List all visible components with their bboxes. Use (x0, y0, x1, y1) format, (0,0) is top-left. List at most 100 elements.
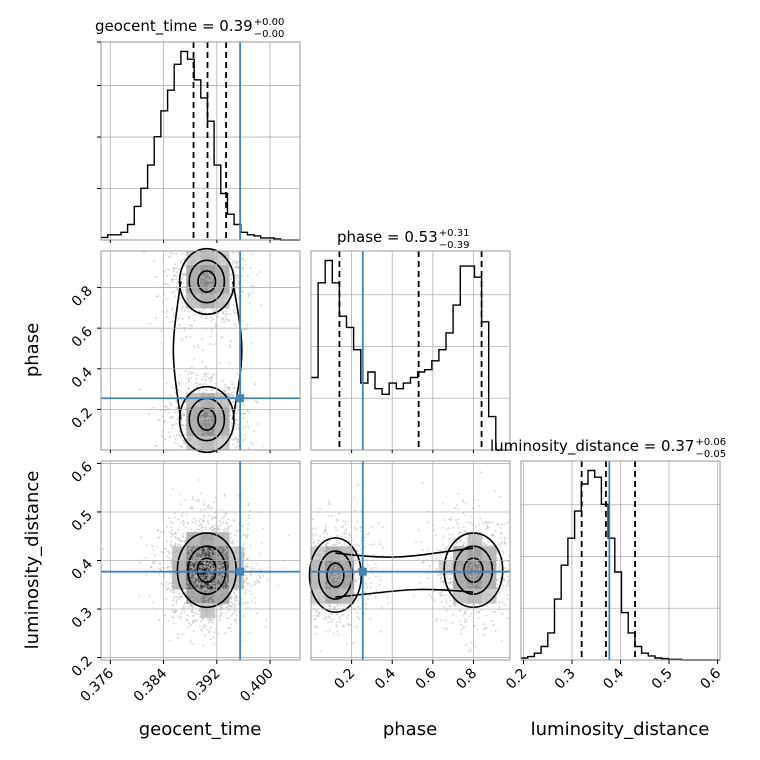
scatter-point (253, 567, 256, 570)
scatter-point (164, 585, 167, 587)
scatter-point (180, 596, 183, 599)
scatter-point (190, 585, 193, 588)
scatter-point (336, 518, 339, 521)
scatter-point (478, 617, 481, 620)
scatter-point (437, 548, 440, 551)
scatter-point (228, 439, 231, 442)
scatter-point (201, 574, 204, 577)
scatter-point (248, 631, 251, 634)
scatter-point (201, 277, 204, 280)
scatter-point (488, 593, 491, 596)
scatter-point (251, 600, 253, 603)
scatter-point (223, 429, 226, 432)
scatter-point (202, 446, 205, 449)
scatter-point (195, 619, 198, 622)
scatter-point (484, 575, 487, 578)
scatter-point (210, 591, 213, 594)
scatter-point (228, 388, 231, 391)
scatter-point (197, 268, 200, 271)
scatter-point (191, 495, 194, 498)
scatter-point (334, 587, 337, 590)
scatter-point (353, 591, 356, 594)
scatter-point (182, 587, 185, 590)
scatter-point (172, 562, 175, 565)
scatter-point (202, 519, 205, 522)
scatter-point (193, 441, 196, 444)
scatter-point (227, 415, 230, 418)
scatter-point (186, 614, 189, 616)
scatter-point (217, 424, 220, 426)
scatter-point (204, 566, 207, 569)
scatter-point (168, 268, 170, 271)
scatter-point (166, 275, 169, 277)
scatter-point (190, 366, 193, 369)
scatter-point (325, 630, 328, 633)
scatter-point (195, 424, 198, 426)
scatter-point (225, 399, 228, 402)
scatter-point (231, 391, 234, 394)
scatter-point (173, 589, 176, 592)
scatter-point (187, 288, 190, 291)
scatter-point (369, 586, 372, 589)
scatter-point (200, 569, 203, 572)
scatter-point (184, 584, 187, 587)
scatter-point (140, 536, 143, 539)
scatter-point (210, 626, 212, 629)
scatter-point (470, 641, 473, 644)
scatter-point (189, 295, 192, 297)
scatter-point (324, 524, 327, 526)
scatter-point (221, 317, 224, 320)
scatter-point (194, 424, 197, 427)
scatter-point (219, 271, 222, 274)
title-minus-geocent_time: −0.00 (254, 29, 285, 40)
scatter-point (220, 278, 223, 281)
scatter-point (243, 404, 246, 407)
scatter-point (217, 391, 220, 394)
scatter-point (227, 586, 230, 589)
scatter-point (176, 584, 179, 587)
scatter-point (230, 289, 233, 292)
scatter-point (479, 543, 482, 546)
scatter-point (335, 613, 338, 616)
scatter-point (250, 573, 253, 576)
scatter-point (476, 574, 479, 577)
scatter-point (250, 441, 253, 444)
scatter-point (249, 266, 252, 269)
scatter-point (345, 567, 348, 569)
scatter-point (478, 504, 481, 507)
scatter-point (153, 562, 156, 565)
scatter-point (198, 528, 201, 531)
scatter-point (326, 542, 329, 545)
scatter-point (171, 609, 174, 612)
scatter-point (421, 482, 424, 485)
scatter-point (223, 547, 226, 549)
scatter-point (169, 394, 172, 397)
scatter-point (457, 574, 460, 577)
scatter-point (435, 568, 438, 571)
scatter-point (174, 437, 177, 440)
scatter-point (339, 591, 342, 594)
scatter-point (234, 283, 237, 286)
scatter-point (207, 507, 210, 510)
scatter-point (354, 543, 357, 546)
scatter-point (191, 283, 194, 286)
scatter-point (498, 566, 501, 569)
scatter-point (478, 568, 481, 571)
scatter-point (165, 550, 168, 553)
scatter-point (196, 434, 199, 437)
scatter-point (461, 583, 464, 586)
scatter-point (381, 554, 384, 557)
scatter-point (184, 370, 187, 373)
scatter-point (470, 542, 473, 545)
scatter-point (188, 541, 191, 543)
scatter-point (194, 499, 197, 502)
scatter-point (176, 434, 178, 437)
scatter-point (175, 585, 177, 588)
scatter-point (203, 399, 206, 402)
scatter-point (208, 515, 211, 517)
scatter-point (458, 593, 461, 596)
scatter-point (505, 588, 508, 591)
scatter-point (139, 388, 142, 391)
scatter-point (324, 584, 327, 587)
scatter-point (323, 564, 326, 567)
